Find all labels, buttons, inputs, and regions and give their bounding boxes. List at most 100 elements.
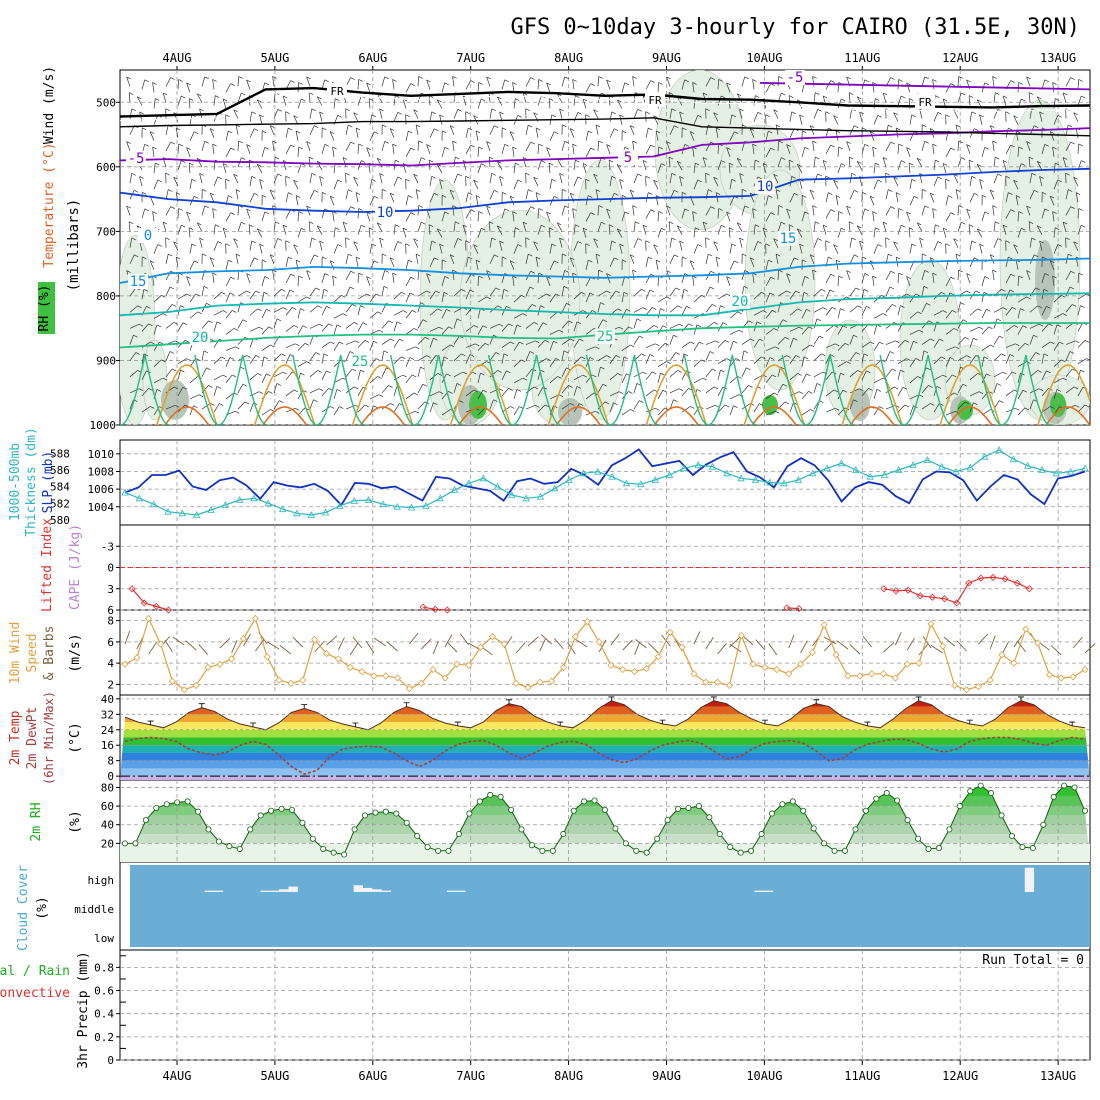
- ylabel-wind10-b: Speed: [25, 633, 40, 672]
- wind-barb: [957, 302, 961, 313]
- isotherm-35: [751, 406, 797, 425]
- wind-barb-flag: [194, 195, 199, 199]
- wind-barb: [610, 633, 620, 646]
- wind-barb-flag: [1018, 146, 1023, 150]
- ylabel-precip-rain: Total / Rain: [0, 964, 70, 979]
- wind-barb-flag: [374, 131, 379, 135]
- wind-barb-flag: [388, 385, 393, 388]
- wind-barb-flag: [133, 334, 138, 338]
- rh-marker: [132, 840, 139, 847]
- wind-barb: [669, 125, 675, 135]
- wind-barb: [153, 324, 158, 335]
- wind-barb: [897, 340, 906, 348]
- wind-barb: [813, 238, 819, 248]
- wind-barb-flag: [781, 221, 786, 225]
- wind-barb-flag: [904, 340, 910, 343]
- lifted-index-marker: [940, 595, 949, 603]
- wind-barb: [702, 221, 707, 232]
- wind-barb: [728, 163, 731, 174]
- wind-barb-flag: [139, 111, 144, 115]
- wind-barb-flag: [772, 374, 777, 378]
- wind-barb-flag: [593, 173, 598, 177]
- wind-barb-flag: [519, 341, 524, 345]
- wind-barb: [692, 276, 695, 287]
- wind-barb: [741, 403, 751, 410]
- wind-barb: [861, 370, 867, 380]
- wind-barb-flag: [966, 79, 971, 83]
- wind-barb-flag: [752, 208, 757, 211]
- rh-marker: [163, 801, 170, 808]
- wind-barb: [329, 260, 335, 271]
- wind-barb: [465, 127, 469, 138]
- wind-barb: [906, 147, 911, 158]
- wind-barb: [736, 222, 743, 232]
- wind-barb-flag: [742, 189, 747, 192]
- wind-barb: [789, 373, 798, 381]
- wind-barb-flag: [322, 192, 327, 195]
- wind-barb: [235, 189, 239, 200]
- wind-barb: [273, 238, 279, 248]
- wind-barb: [705, 340, 716, 345]
- wind-barb: [609, 193, 615, 203]
- wind-barb: [285, 289, 291, 300]
- wind-speed-marker: [121, 660, 129, 668]
- wind-barb-flag: [405, 114, 410, 117]
- wind-barb: [512, 276, 515, 287]
- wind-barb-flag: [864, 273, 869, 276]
- wind-barb-flag: [295, 130, 301, 134]
- wind-barb: [873, 163, 876, 174]
- wind-barb-flag: [979, 114, 984, 118]
- wind-barb-flag: [413, 173, 418, 177]
- rh-marker: [236, 845, 243, 852]
- wind-barb-flag: [293, 389, 299, 393]
- wind-barb: [165, 304, 173, 313]
- wind-barb-flag: [870, 341, 875, 345]
- wind-barb: [537, 387, 544, 397]
- rh-marker: [1029, 845, 1036, 852]
- wind-barb-flag: [648, 127, 653, 131]
- rh-marker: [591, 797, 598, 804]
- temp-whisker: [813, 699, 820, 704]
- wind-barb: [717, 370, 721, 380]
- wind-barb: [235, 124, 239, 135]
- wind-barb: [669, 173, 673, 184]
- wind-barb-flag: [554, 131, 559, 135]
- wind-barb: [452, 76, 455, 87]
- thickness-marker: [307, 511, 315, 518]
- wind-barb: [1077, 340, 1086, 348]
- rh-marker: [320, 845, 327, 852]
- wind-barb-flag: [484, 343, 490, 346]
- wind-barb-flag: [797, 373, 802, 376]
- thickness-marker: [608, 472, 616, 480]
- wind-barb-flag: [702, 157, 708, 160]
- wind-barb: [306, 270, 311, 281]
- wind-barb-flag: [713, 386, 719, 390]
- wind-barb: [729, 196, 735, 206]
- wind-barb: [369, 179, 373, 190]
- wind-speed-marker: [465, 661, 473, 669]
- wind-barb-flag: [942, 227, 948, 231]
- wind-barb-flag: [611, 240, 616, 244]
- wind-speed-marker: [512, 679, 520, 687]
- wind-barb: [272, 205, 275, 216]
- wind-barb: [165, 286, 171, 297]
- wind-barb: [533, 177, 539, 187]
- wind-barb: [249, 128, 255, 138]
- wind-barb: [501, 208, 506, 219]
- wind-barb-flag: [301, 98, 306, 102]
- wind-barb-flag: [602, 319, 608, 322]
- y-tick-label: 80: [101, 781, 114, 794]
- wind-barb: [525, 368, 533, 378]
- wind-barb-flag: [890, 77, 895, 80]
- wind-barb-flag: [689, 260, 695, 263]
- wind-barb: [249, 373, 258, 381]
- wind-barb-flag: [1042, 256, 1047, 260]
- wind-barb: [561, 338, 571, 345]
- wind-barb-flag: [254, 257, 259, 261]
- lifted-index-line: [883, 576, 1030, 604]
- wind-barb: [993, 221, 996, 232]
- wind-barb: [177, 95, 182, 106]
- wind-barb-flag: [661, 227, 666, 231]
- wind-barb-flag: [677, 305, 682, 309]
- wind-barb-flag: [628, 391, 633, 394]
